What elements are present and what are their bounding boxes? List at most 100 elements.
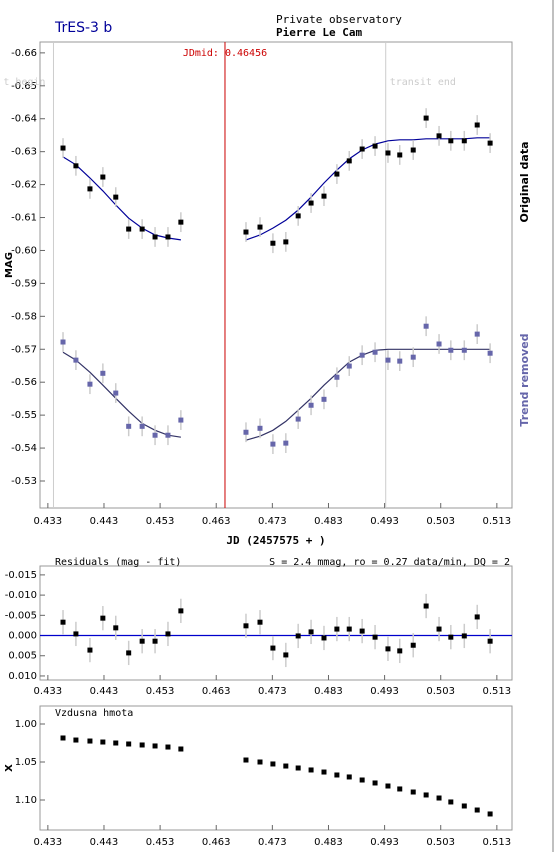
- plot-frame: [39, 41, 513, 509]
- y-tick-label: -0.53: [11, 476, 37, 487]
- y-tick-label: -0.60: [11, 245, 37, 256]
- data-point: [308, 200, 314, 206]
- y-tick-label: -0.64: [11, 114, 37, 125]
- data-point: [178, 608, 184, 614]
- x-tick-label: 0.453: [146, 516, 175, 527]
- data-point: [126, 226, 132, 232]
- data-point: [397, 648, 403, 654]
- x-tick-label: 0.443: [90, 516, 119, 527]
- data-point: [73, 163, 79, 169]
- data-point: [87, 186, 93, 192]
- data-point: [100, 370, 106, 376]
- data-point: [474, 807, 480, 813]
- data-point: [448, 347, 454, 353]
- data-point: [474, 331, 480, 337]
- data-point: [461, 633, 467, 639]
- data-point: [346, 363, 352, 369]
- data-point: [113, 625, 119, 631]
- data-point: [334, 772, 340, 778]
- data-point: [295, 765, 301, 771]
- data-point: [321, 769, 327, 775]
- y-tick-label: 1.10: [15, 795, 37, 806]
- x-tick-label: 0.453: [146, 686, 175, 697]
- y-tick-label: -0.62: [11, 180, 37, 191]
- data-point: [270, 240, 276, 246]
- y-tick-label: -0.59: [11, 278, 37, 289]
- data-point: [165, 744, 171, 750]
- data-point: [100, 739, 106, 745]
- x-tick-label: 0.513: [483, 837, 512, 848]
- data-point: [178, 219, 184, 225]
- x-tick-label: 0.433: [34, 516, 63, 527]
- data-point: [346, 626, 352, 632]
- data-point: [152, 638, 158, 644]
- x-tick-label: 0.453: [146, 837, 175, 848]
- data-point: [165, 631, 171, 637]
- data-point: [152, 234, 158, 240]
- x-tick-label: 0.463: [202, 516, 231, 527]
- data-point: [178, 746, 184, 752]
- data-point: [100, 615, 106, 621]
- data-point: [60, 735, 66, 741]
- data-point: [397, 358, 403, 364]
- data-point: [423, 115, 429, 121]
- data-point: [448, 634, 454, 640]
- data-point: [423, 323, 429, 329]
- fit-line: [62, 351, 181, 438]
- data-point: [372, 143, 378, 149]
- data-point: [436, 795, 442, 801]
- data-point: [152, 432, 158, 438]
- y-tick-label: -0.54: [11, 443, 37, 454]
- x-axis-label: JD (2457575 + ): [226, 534, 325, 547]
- data-point: [410, 642, 416, 648]
- x-tick-label: 0.473: [258, 686, 287, 697]
- data-point: [321, 635, 327, 641]
- data-point: [270, 645, 276, 651]
- data-point: [436, 341, 442, 347]
- data-point: [359, 146, 365, 152]
- data-point: [448, 799, 454, 805]
- x-tick-label: 0.503: [426, 516, 455, 527]
- data-point: [270, 441, 276, 447]
- x-tick-label: 0.473: [258, 516, 287, 527]
- data-point: [436, 133, 442, 139]
- y-axis-label: X: [4, 764, 15, 772]
- data-point: [113, 390, 119, 396]
- data-point: [126, 741, 132, 747]
- y-tick-label: -0.55: [11, 410, 37, 421]
- y-tick-label: -0.57: [11, 344, 37, 355]
- marker-label: t begin: [3, 77, 45, 88]
- data-point: [372, 349, 378, 355]
- x-tick-label: 0.443: [90, 686, 119, 697]
- y-tick-label: -0.63: [11, 147, 37, 158]
- data-point: [474, 122, 480, 128]
- legend-label: Trend removed: [518, 333, 531, 426]
- y-tick-label: -0.56: [11, 377, 37, 388]
- data-point: [359, 628, 365, 634]
- data-point: [100, 174, 106, 180]
- data-point: [243, 757, 249, 763]
- x-tick-label: 0.493: [370, 686, 399, 697]
- data-point: [436, 626, 442, 632]
- x-tick-label: 0.473: [258, 837, 287, 848]
- data-point: [295, 633, 301, 639]
- data-point: [410, 789, 416, 795]
- data-point: [243, 623, 249, 629]
- fit-line: [62, 156, 181, 241]
- panel-title: Residuals (mag - fit): [55, 557, 181, 568]
- data-point: [113, 194, 119, 200]
- data-point: [257, 619, 263, 625]
- data-point: [60, 339, 66, 345]
- y-tick-label: 1.05: [15, 757, 37, 768]
- y-axis-label: MAG: [4, 252, 15, 278]
- data-point: [73, 357, 79, 363]
- legend-label: Original data: [518, 141, 531, 222]
- data-point: [139, 638, 145, 644]
- data-point: [359, 777, 365, 783]
- data-point: [461, 138, 467, 144]
- data-point: [73, 737, 79, 743]
- x-tick-label: 0.503: [426, 686, 455, 697]
- data-point: [139, 423, 145, 429]
